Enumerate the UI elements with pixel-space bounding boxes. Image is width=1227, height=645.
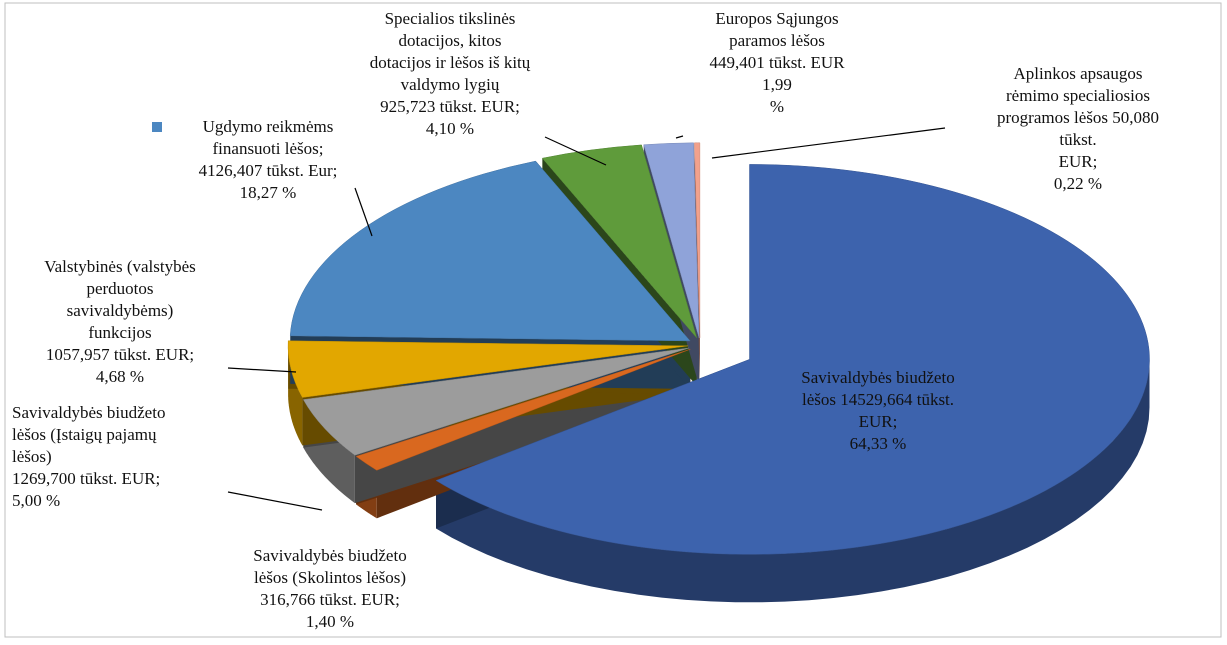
label-line: lėšos) xyxy=(12,447,52,466)
leader-line xyxy=(227,491,323,511)
data-label: Aplinkos apsaugos rėmimo specialiosios pro… xyxy=(997,64,1159,171)
pie-slice xyxy=(289,160,691,342)
label-line: finansuoti lėšos; xyxy=(213,139,324,158)
label-line: lėšos 14529,664 tūkst. xyxy=(802,390,954,409)
pie-slice xyxy=(435,164,1150,555)
label-line: savivaldybėms) xyxy=(67,301,174,320)
label-line: Savivaldybės biudžeto xyxy=(253,546,406,565)
label-line: paramos lėšos xyxy=(729,31,825,50)
label-line: funkcijos xyxy=(88,323,151,342)
label-line: dotacijos ir lėšos iš kitų xyxy=(370,53,531,72)
pie xyxy=(287,142,1150,603)
label-line: dotacijos, kitos xyxy=(399,31,502,50)
data-label: Valstybinės (valstybės perduotos savivaldy… xyxy=(44,257,196,364)
label-line: Europos Sąjungos xyxy=(715,9,838,28)
label-line: Valstybinės (valstybės xyxy=(44,257,196,276)
labels: Savivaldybės biudžeto lėšos 14529,664 tūk… xyxy=(12,9,1159,631)
pie-slice xyxy=(287,340,689,398)
value-label-part: 1,99 xyxy=(762,75,792,94)
label-line: Savivaldybės biudžeto xyxy=(801,368,954,387)
value-label: 4,10 % xyxy=(426,119,474,138)
label-line: 1269,700 tūkst. EUR; xyxy=(12,469,160,488)
pie-slice xyxy=(694,142,701,338)
leader-line xyxy=(227,367,297,373)
label-line: tūkst. xyxy=(1059,130,1096,149)
label-line: Specialios tikslinės xyxy=(385,9,516,28)
label-line: 1057,957 tūkst. EUR; xyxy=(46,345,194,364)
label-line: perduotos xyxy=(86,279,153,298)
leader-line xyxy=(354,187,373,237)
data-label: Specialios tikslinės dotacijos, kitos dota… xyxy=(370,9,531,116)
value-label: 1,99% xyxy=(762,75,792,116)
label-line: 4126,407 tūkst. Eur; xyxy=(199,161,338,180)
pie-slice-side xyxy=(436,359,1150,603)
leader-line xyxy=(544,136,607,166)
value-label: 64,33 % xyxy=(850,434,907,453)
data-label: Savivaldybės biudžeto lėšos 14529,664 tūk… xyxy=(801,368,954,431)
label-line: rėmimo specialiosios xyxy=(1006,86,1150,105)
label-line: 449,401 tūkst. EUR xyxy=(709,53,845,72)
leader-lines xyxy=(227,127,946,511)
pie-slice-side xyxy=(288,345,303,446)
data-label: Savivaldybės biudžeto lėšos (Skolintos lė… xyxy=(253,546,406,609)
label-line: lėšos (Įstaigų pajamų xyxy=(12,425,157,444)
data-label: Europos Sąjungos paramos lėšos 449,401 tūk… xyxy=(709,9,845,72)
value-label-part: % xyxy=(770,97,784,116)
value-label: 0,22 % xyxy=(1054,174,1102,193)
pie-slice xyxy=(302,347,690,456)
data-label: Savivaldybės biudžeto lėšos (Įstaigų paja… xyxy=(12,403,165,488)
value-label: 4,68 % xyxy=(96,367,144,386)
legend-swatch xyxy=(152,122,162,132)
pie-slice xyxy=(541,144,698,339)
label-line: EUR; xyxy=(1059,152,1098,171)
value-label: 5,00 % xyxy=(12,491,60,510)
label-line: valdymo lygių xyxy=(401,75,500,94)
label-line: 316,766 tūkst. EUR; xyxy=(260,590,400,609)
label-line: Savivaldybės biudžeto xyxy=(12,403,165,422)
leader-line xyxy=(675,135,684,139)
label-line: Aplinkos apsaugos xyxy=(1014,64,1143,83)
label-line: lėšos (Skolintos lėšos) xyxy=(254,568,406,587)
pie-slice xyxy=(643,142,700,338)
pie-slice xyxy=(355,348,691,471)
value-label: 1,40 % xyxy=(306,612,354,631)
value-label: 18,27 % xyxy=(240,183,297,202)
label-line: 925,723 tūkst. EUR; xyxy=(380,97,520,116)
leader-line xyxy=(711,127,946,159)
label-line: Ugdymo reikmėms xyxy=(203,117,334,136)
label-line: EUR; xyxy=(859,412,898,431)
label-line: programos lėšos 50,080 xyxy=(997,108,1159,127)
data-label: Ugdymo reikmėms finansuoti lėšos; 4126,407… xyxy=(199,117,338,180)
